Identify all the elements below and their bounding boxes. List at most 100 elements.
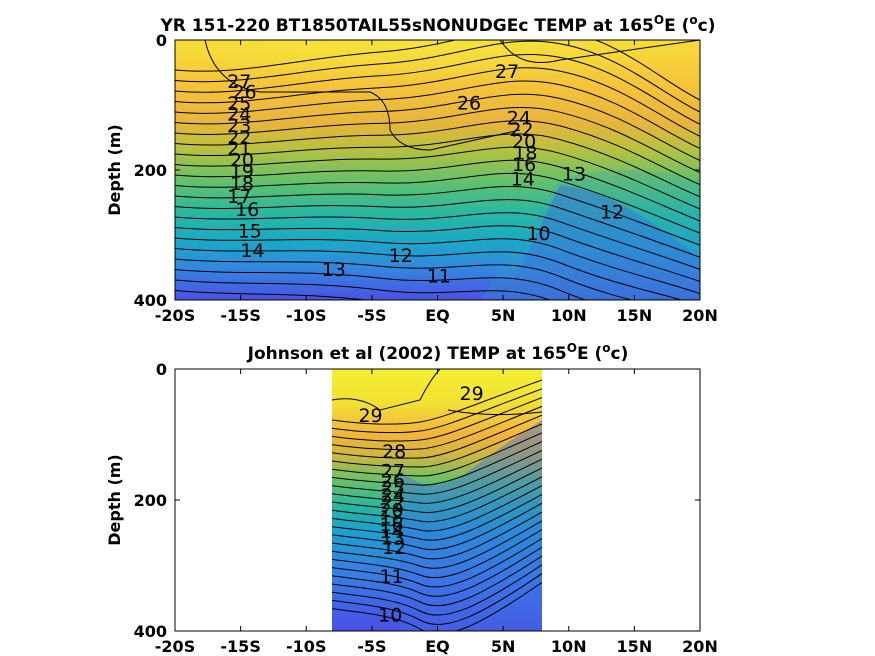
isotherm: [332, 379, 542, 425]
contour-label: 16: [379, 514, 403, 536]
contour-label: 23: [227, 115, 251, 137]
isotherm-lines-top: [175, 40, 700, 300]
x-tick-label: EQ: [425, 306, 450, 325]
contour-label: 15: [238, 220, 262, 242]
x-tick-label: 20N: [682, 637, 718, 656]
chart-title-top: YR 151-220 BT1850TAIL55sNONUDGEc TEMP at…: [159, 13, 715, 36]
x-tick-label: -20S: [155, 306, 195, 325]
contour-label: 18: [230, 173, 254, 195]
contour-label: 24: [381, 485, 405, 507]
contour-label: 13: [322, 259, 346, 281]
contour-label: 14: [379, 521, 403, 543]
contour-label: 27: [381, 461, 405, 483]
contour-label: 24: [227, 103, 251, 125]
contour-label: 14: [240, 240, 264, 262]
isotherm: [175, 279, 552, 300]
contour-label: 13: [381, 527, 405, 549]
isotherm: [175, 199, 700, 258]
isotherm: [332, 564, 542, 616]
isotherm: [332, 581, 542, 631]
contour-label: 22: [381, 492, 405, 514]
isotherm: [175, 159, 700, 222]
isotherm-lines-bottom: [332, 369, 542, 631]
isotherm: [332, 537, 542, 588]
panel-bottom: Johnson et al (2002) TEMP at 165OE (oc) …: [105, 341, 718, 656]
isotherm: [332, 405, 542, 451]
isotherm: [175, 212, 700, 270]
isotherm: [332, 423, 542, 468]
x-tick-label: -15S: [220, 637, 260, 656]
contour-label: 12: [389, 245, 413, 267]
contour-label: 16: [512, 154, 536, 176]
contour-label: 22: [227, 127, 251, 149]
y-tick-label: 200: [134, 491, 167, 510]
contour-label: 20: [512, 131, 536, 153]
isotherm: [175, 248, 684, 300]
isotherm: [175, 186, 700, 246]
isotherm: [175, 93, 700, 161]
isotherm: [332, 414, 542, 459]
isotherm: [175, 290, 369, 300]
isotherm: [175, 133, 700, 198]
isotherm: [332, 511, 542, 560]
x-tick-label: EQ: [425, 637, 450, 656]
contour-label: 25: [381, 478, 405, 500]
contour-label: 26: [232, 81, 256, 103]
x-tick-label: -5S: [357, 637, 386, 656]
contour-label: 24: [507, 107, 531, 129]
temperature-field-bottom: [332, 369, 542, 631]
isotherm: [175, 80, 700, 149]
isotherm: [332, 458, 542, 504]
x-tick-label: 5N: [491, 306, 516, 325]
x-tick-label: 10N: [551, 306, 587, 325]
x-tick-label: -10S: [286, 306, 326, 325]
isotherm: [175, 67, 700, 137]
isotherm: [332, 432, 542, 477]
isotherm: [332, 476, 542, 523]
contour-label: 26: [457, 92, 481, 114]
isotherm: [499, 40, 700, 63]
x-tick-label: 10N: [551, 637, 587, 656]
isotherm: [332, 573, 542, 625]
contour-label: 16: [235, 199, 259, 221]
isotherm: [175, 107, 700, 174]
isotherm: [204, 40, 521, 151]
contour-label: 13: [562, 163, 586, 185]
contour-label: 27: [495, 61, 519, 83]
contour-label: 25: [227, 93, 251, 115]
contour-label: 18: [513, 142, 537, 164]
y-axis-label-top: Depth (m): [105, 124, 124, 216]
isotherm: [332, 546, 542, 597]
isotherm: [175, 40, 700, 101]
x-tick-label: 5N: [491, 637, 516, 656]
contour-label: 10: [378, 604, 402, 626]
isotherm: [332, 520, 542, 569]
isotherm: [332, 369, 441, 411]
contour-label: 22: [509, 119, 533, 141]
isotherm: [332, 502, 542, 551]
temperature-field-top: [175, 40, 700, 300]
contour-label: 19: [230, 161, 254, 183]
y-tick-label: 0: [156, 31, 167, 50]
x-tick-label: -5S: [357, 306, 386, 325]
contour-labels-top: 2726252423222120191817161514131211101213…: [227, 61, 624, 287]
y-tick-label: 400: [134, 622, 167, 641]
isotherm: [332, 449, 542, 495]
chart-title-bottom: Johnson et al (2002) TEMP at 165OE (oc): [247, 341, 629, 364]
contour-label: 12: [600, 202, 624, 224]
x-tick-label: -10S: [286, 637, 326, 656]
isotherm: [332, 467, 542, 514]
contour-label: 29: [460, 383, 484, 405]
isotherm: [175, 258, 634, 300]
contour-label: 27: [227, 71, 251, 93]
isotherm: [332, 485, 542, 532]
x-tick-label: -15S: [220, 306, 260, 325]
y-tick-label: 400: [134, 291, 167, 310]
isotherm: [332, 388, 542, 434]
isotherm: [175, 269, 587, 300]
isotherm: [175, 172, 700, 234]
panel-top: YR 151-220 BT1850TAIL55sNONUDGEc TEMP at…: [105, 13, 718, 325]
x-tick-label: 15N: [617, 637, 653, 656]
contour-label: 10: [526, 223, 550, 245]
